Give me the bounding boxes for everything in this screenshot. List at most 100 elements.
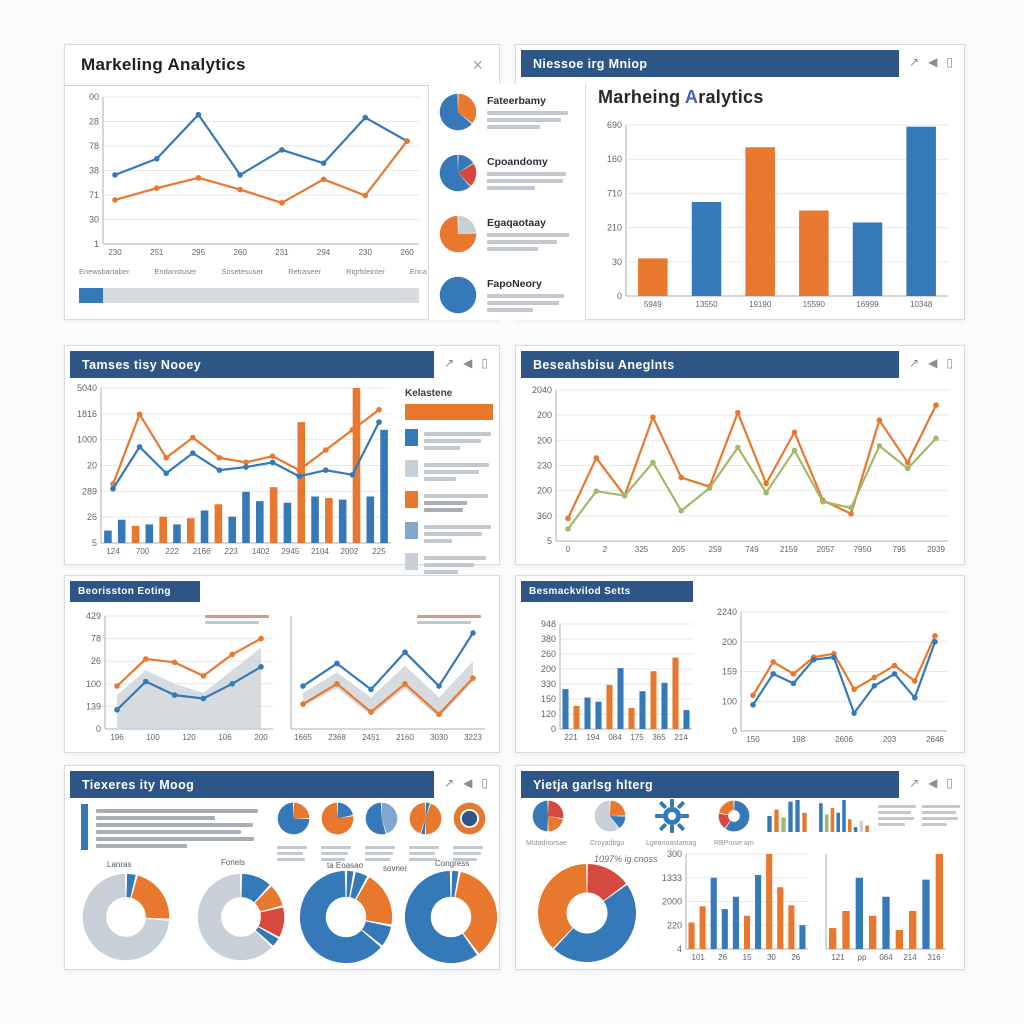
gear-icon [654,798,690,839]
bell-icon[interactable]: ◀ [928,776,938,790]
clipboard-icon[interactable]: ▯ [946,356,953,370]
bell-icon[interactable]: ◀ [463,356,473,370]
bell-icon[interactable]: ◀ [928,356,938,370]
svg-text:2104: 2104 [311,547,329,556]
titlebar-title: Beseahsbisu Aneglnts [521,351,900,378]
svg-text:230: 230 [108,248,122,257]
panel-bars-lines: Besmackvilod Setts 948 380 260 200 330 150 120… [515,575,965,753]
donut-annotation: 1097% ig cnoss [594,854,658,864]
legend-entry-text [424,491,495,515]
svg-text:71: 71 [89,190,99,200]
share-icon[interactable]: ↗ [909,55,920,69]
svg-text:0: 0 [732,726,737,736]
svg-text:251: 251 [150,248,164,257]
svg-text:294: 294 [317,248,331,257]
band-line-chart: 429 78 26 100 139 0 196 100 120 106 200 [75,610,279,749]
svg-text:100: 100 [722,696,737,706]
donut-label: Lanras [107,860,132,869]
panel7-titlebar: Tiexeres ity Moog ↗ ◀ ▯ [70,771,494,798]
share-icon[interactable]: ↗ [444,356,455,370]
titlebar-icons: ↗ ◀ ▯ [899,351,959,370]
clipboard-icon[interactable]: ▯ [946,55,953,69]
svg-text:0: 0 [551,724,556,734]
panel-marketing-analytics: Markeling Analytics × 00 28 78 38 71 30 1 230 25… [64,44,500,320]
band-line-chart: 1665 2368 2451 2160 3030 3223 [287,610,491,749]
caption-line [487,301,560,305]
share-icon[interactable]: ↗ [909,356,920,370]
legend-text: Egaqaotaay [487,215,575,258]
svg-text:5040: 5040 [77,383,97,393]
svg-text:30: 30 [612,257,622,267]
legend-entry [405,460,495,484]
pie-icon [439,154,477,197]
svg-text:38: 38 [89,166,99,176]
progress-bar [79,288,419,303]
svg-text:2039: 2039 [927,545,945,554]
clipboard-icon[interactable]: ▯ [946,776,953,790]
svg-text:2368: 2368 [328,733,346,742]
panel-donuts: Tiexeres ity Moog ↗ ◀ ▯ Lanras Fonels ta… [64,765,500,970]
swatch [405,460,418,477]
share-icon[interactable]: ↗ [909,776,920,790]
svg-text:100: 100 [146,733,160,742]
svg-text:7950: 7950 [854,545,872,554]
donut-label: sovner [383,864,408,873]
svg-text:159: 159 [722,667,737,677]
svg-text:78: 78 [91,634,101,644]
legend-label: Fateerbamy [487,95,546,107]
bell-icon[interactable]: ◀ [463,776,473,790]
svg-text:200: 200 [541,664,556,674]
share-icon[interactable]: ↗ [444,776,455,790]
pie-icon [321,802,354,840]
close-icon[interactable]: × [472,55,483,75]
svg-text:160: 160 [607,154,622,164]
caption-line [487,118,561,122]
category-label: Enca [409,267,427,276]
svg-text:365: 365 [652,733,666,742]
svg-text:139: 139 [86,701,101,711]
panel-band-charts: Beorisston Eoting 429 78 26 100 139 0 196 100 12… [64,575,500,753]
bell-icon[interactable]: ◀ [928,55,938,69]
legend-entry [405,429,495,453]
pie-icon [439,276,477,319]
svg-text:00: 00 [89,92,99,102]
svg-text:3030: 3030 [430,733,448,742]
clipboard-icon[interactable]: ▯ [481,356,488,370]
svg-text:20: 20 [87,461,97,471]
svg-text:30: 30 [89,215,99,225]
svg-text:230: 230 [359,248,373,257]
svg-text:0: 0 [617,291,622,301]
mini-barchart-icon [818,800,870,837]
caption-line [487,111,568,115]
svg-text:0: 0 [566,545,571,554]
svg-text:223: 223 [225,547,239,556]
titlebar-icons: ↗ ◀ ▯ [434,351,494,370]
legend-item: Egaqaotaay [429,206,585,267]
svg-text:221: 221 [564,733,578,742]
svg-text:2002: 2002 [341,547,359,556]
legend-entry-text [424,522,495,546]
combo-legend: Kelastene [405,388,495,584]
accent-bar [81,804,88,850]
clipboard-icon[interactable]: ▯ [481,776,488,790]
svg-text:690: 690 [607,120,622,130]
legend-entry-text [424,429,495,453]
legend-text: FapoNeory [487,276,575,319]
legend-item: FapoNeory [429,267,585,328]
pie-icon [439,93,477,136]
svg-text:749: 749 [745,545,759,554]
svg-text:0: 0 [96,724,101,734]
donut-chart [298,869,394,970]
legend-entry [405,491,495,515]
pie-icon [277,802,310,840]
svg-text:325: 325 [635,545,649,554]
svg-text:1402: 1402 [252,547,270,556]
svg-text:1333: 1333 [662,873,682,883]
svg-text:064: 064 [879,953,893,962]
svg-text:2159: 2159 [780,545,798,554]
svg-text:150: 150 [541,694,556,704]
svg-text:214: 214 [674,733,688,742]
svg-text:19190: 19190 [749,300,772,309]
svg-text:198: 198 [792,735,806,744]
legend-item: Fateerbamy [429,84,585,145]
